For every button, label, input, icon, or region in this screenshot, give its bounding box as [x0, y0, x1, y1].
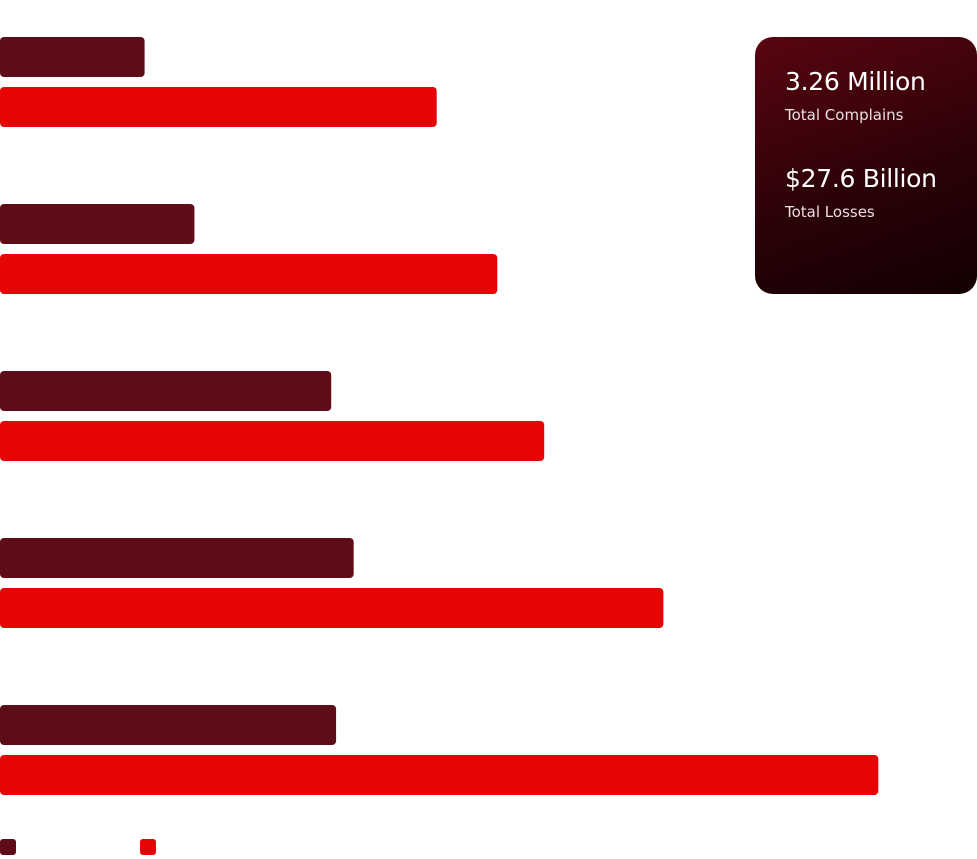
- bar-series2-group5: [0, 755, 879, 795]
- bars-group: [0, 37, 879, 795]
- bar-series1-group3: [0, 371, 332, 411]
- bar-series2-group1: [0, 87, 437, 127]
- bar-series2-group4: [0, 588, 664, 628]
- total-complaints-value: 3.26 Million: [785, 67, 926, 96]
- bar-series1-group2: [0, 204, 195, 244]
- total-losses-value: $27.6 Billion: [785, 164, 937, 193]
- legend-swatch-series1: [0, 839, 16, 855]
- bar-series2-group3: [0, 421, 545, 461]
- losses-stat: $27.6 Billion Total Losses: [785, 162, 977, 222]
- legend: [0, 839, 156, 855]
- bar-series1-group5: [0, 705, 337, 745]
- complaints-stat: 3.26 Million Total Complains: [785, 65, 977, 125]
- stats-card: 3.26 Million Total Complains $27.6 Billi…: [755, 37, 977, 294]
- total-losses-label: Total Losses: [785, 203, 875, 221]
- total-complaints-label: Total Complains: [785, 106, 904, 124]
- legend-swatch-series2: [140, 839, 156, 855]
- bar-series1-group1: [0, 37, 145, 77]
- bar-series2-group2: [0, 254, 498, 294]
- bar-series1-group4: [0, 538, 354, 578]
